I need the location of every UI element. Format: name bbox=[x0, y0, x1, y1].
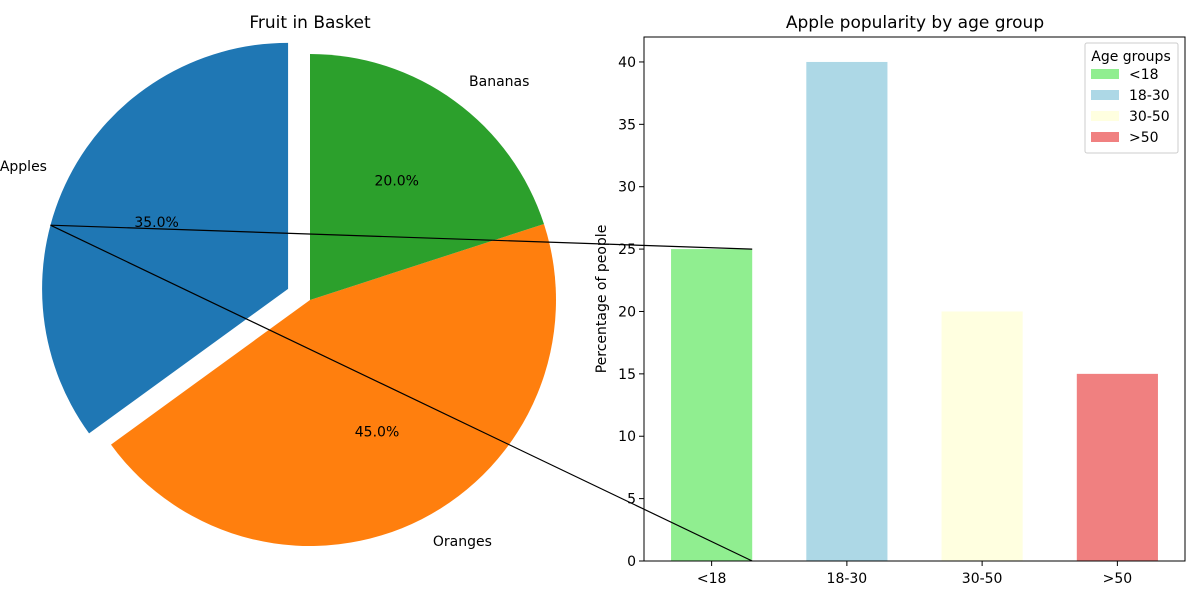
y-tick-label: 25 bbox=[618, 242, 636, 258]
legend-entry-label: >50 bbox=[1129, 130, 1159, 146]
y-axis-label: Percentage of people bbox=[594, 225, 610, 374]
pie-label-bananas: Bananas bbox=[469, 74, 529, 90]
legend-swatch bbox=[1091, 132, 1119, 142]
pie-label-apples: Apples bbox=[0, 159, 47, 175]
x-tick-label: >50 bbox=[1103, 571, 1133, 587]
pie-pct-oranges: 45.0% bbox=[355, 425, 399, 441]
bar-title: Apple popularity by age group bbox=[786, 13, 1044, 33]
bar-4 bbox=[1076, 373, 1158, 561]
legend: Age groups <18 18-30 30-50 >50 bbox=[1084, 42, 1179, 154]
pie-slice-apples bbox=[42, 42, 289, 434]
x-axis-ticks: <18 18-30 30-50 >50 bbox=[697, 561, 1132, 587]
bar-1 bbox=[671, 249, 753, 561]
pie-pct-bananas: 20.0% bbox=[375, 174, 419, 190]
pie-label-oranges: Oranges bbox=[433, 534, 492, 550]
y-tick-label: 15 bbox=[618, 367, 636, 383]
legend-entries: <18 18-30 30-50 >50 bbox=[1091, 67, 1170, 146]
bars bbox=[671, 61, 1158, 561]
y-tick-label: 10 bbox=[618, 429, 636, 445]
pie-labels: Apples 35.0% Oranges 45.0% Bananas 20.0% bbox=[0, 74, 529, 550]
x-tick-label: <18 bbox=[697, 571, 727, 587]
x-tick-label: 18-30 bbox=[827, 571, 868, 587]
connector-lines bbox=[50, 224, 753, 562]
pie-title: Fruit in Basket bbox=[249, 13, 371, 33]
legend-swatch bbox=[1091, 111, 1119, 121]
legend-entry-label: 18-30 bbox=[1129, 88, 1170, 104]
y-tick-label: 30 bbox=[618, 180, 636, 196]
x-tick-label: 30-50 bbox=[962, 571, 1003, 587]
y-tick-label: 35 bbox=[618, 117, 636, 133]
legend-swatch bbox=[1091, 90, 1119, 100]
y-axis-ticks: 0 5 10 15 20 25 30 35 40 bbox=[618, 55, 644, 570]
pie-chart: Fruit in Basket Apples 35.0% Oranges 45.0% B… bbox=[0, 13, 557, 550]
connector-line-top bbox=[50, 224, 753, 250]
legend-entry-label: <18 bbox=[1129, 67, 1159, 83]
bar-3 bbox=[941, 311, 1023, 561]
y-tick-label: 40 bbox=[618, 55, 636, 71]
legend-swatch bbox=[1091, 69, 1119, 79]
connector-line-bottom bbox=[50, 224, 753, 562]
y-tick-label: 0 bbox=[627, 554, 636, 570]
bar-chart: Apple popularity by age group 0 5 10 15 20 25… bbox=[594, 13, 1186, 587]
y-tick-label: 20 bbox=[618, 304, 636, 320]
pie-slice-oranges bbox=[110, 223, 557, 547]
legend-title: Age groups bbox=[1091, 49, 1170, 65]
bar-plot-frame bbox=[643, 36, 1186, 562]
pie-slice-bananas bbox=[310, 54, 544, 300]
pie-pct-apples: 35.0% bbox=[134, 215, 178, 231]
bar-2 bbox=[806, 61, 888, 561]
pie-slices bbox=[42, 42, 557, 547]
legend-entry-label: 30-50 bbox=[1129, 109, 1170, 125]
y-tick-label: 5 bbox=[627, 492, 636, 508]
